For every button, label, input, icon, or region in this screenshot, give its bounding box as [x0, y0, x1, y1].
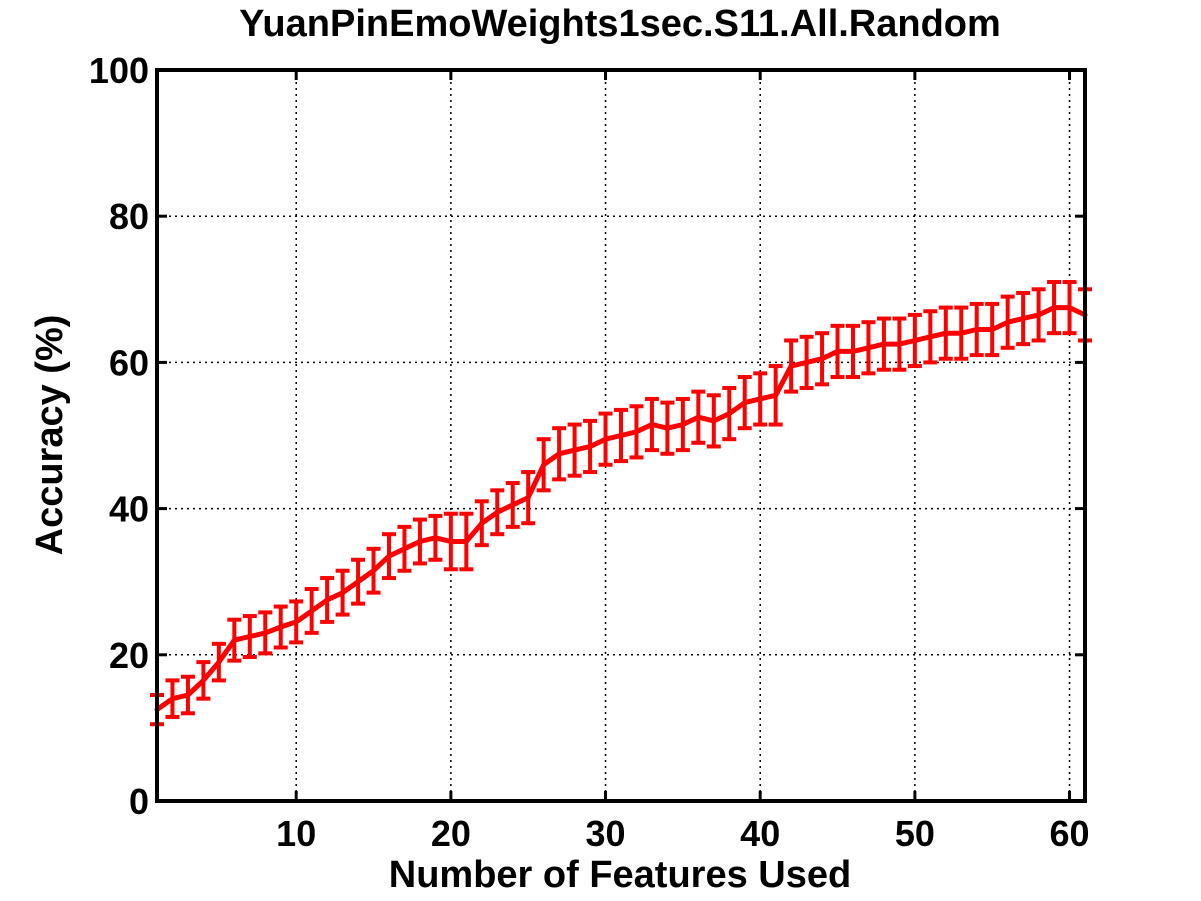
x-tick-label: 60 — [1050, 813, 1090, 854]
error-bar — [474, 499, 489, 548]
error-bar — [907, 312, 922, 369]
error-bar — [459, 511, 474, 572]
error-bar — [799, 334, 814, 390]
error-bar — [304, 587, 319, 635]
error-bar — [443, 511, 458, 572]
error-bar — [1031, 287, 1046, 343]
plot-frame — [155, 68, 1087, 803]
error-bar — [552, 426, 567, 482]
error-bar — [784, 338, 799, 394]
grid-lines — [157, 70, 1085, 801]
error-bar — [536, 437, 551, 493]
error-bar — [366, 546, 381, 595]
y-tick-label: 40 — [109, 489, 149, 530]
error-bar — [211, 641, 226, 683]
error-bar — [598, 411, 613, 467]
x-axis-label: Number of Features Used — [389, 854, 851, 896]
error-bar — [923, 309, 938, 365]
x-tick-label: 20 — [431, 813, 471, 854]
y-tick-label: 20 — [109, 635, 149, 676]
error-bar — [412, 517, 427, 566]
error-bar — [521, 470, 536, 526]
error-bar — [954, 305, 969, 361]
error-bar — [505, 481, 520, 529]
error-bar — [165, 678, 180, 719]
y-tick-label: 80 — [109, 196, 149, 237]
error-bar — [675, 396, 690, 453]
error-bar — [196, 660, 211, 701]
error-bar — [320, 576, 335, 624]
error-bar — [722, 385, 737, 442]
error-bar — [985, 301, 1000, 358]
error-bar — [737, 375, 752, 431]
error-bar — [567, 422, 582, 478]
axis-ticks: 10 20 30 40 50 60 0 20 40 60 80 100 — [89, 50, 1090, 854]
error-bar — [846, 323, 860, 380]
x-tick-label: 50 — [895, 813, 935, 854]
error-bar — [397, 524, 412, 573]
error-bar — [382, 532, 396, 581]
chart-title: YuanPinEmoWeights1sec.S11.All.Random — [239, 3, 1001, 45]
error-bar — [892, 316, 907, 372]
error-bar — [753, 371, 768, 427]
error-bar — [691, 389, 706, 445]
error-bar — [258, 610, 273, 656]
error-bar — [242, 614, 257, 659]
x-tick-label: 40 — [740, 813, 780, 854]
error-bar — [830, 323, 845, 380]
error-bar — [490, 488, 505, 537]
error-bar — [938, 305, 953, 361]
error-bar — [180, 674, 195, 716]
error-bar — [1047, 279, 1062, 336]
y-tick-label: 100 — [89, 50, 149, 91]
y-tick-label: 60 — [109, 342, 149, 383]
error-bar — [1000, 294, 1015, 350]
error-bar — [629, 404, 644, 460]
error-bar — [644, 396, 659, 453]
error-bar — [335, 568, 350, 617]
error-bar — [706, 393, 721, 449]
error-bar — [861, 320, 876, 376]
error-bar — [289, 599, 304, 645]
error-bar — [351, 557, 366, 606]
error-bar — [428, 513, 443, 562]
error-bar — [227, 617, 242, 663]
error-bar — [1016, 290, 1031, 347]
error-bar — [614, 407, 628, 464]
data-series — [150, 279, 1092, 727]
error-bar — [583, 418, 598, 475]
error-bar — [768, 364, 783, 427]
error-bar — [1062, 279, 1077, 336]
y-tick-label: 0 — [129, 781, 149, 822]
error-bar — [876, 316, 891, 372]
error-bar — [815, 331, 830, 387]
error-bar — [969, 301, 984, 358]
error-bar — [660, 400, 675, 456]
x-tick-label: 10 — [276, 813, 316, 854]
y-axis-label: Accuracy (%) — [29, 315, 71, 556]
error-bar — [273, 604, 288, 650]
x-tick-label: 30 — [586, 813, 626, 854]
